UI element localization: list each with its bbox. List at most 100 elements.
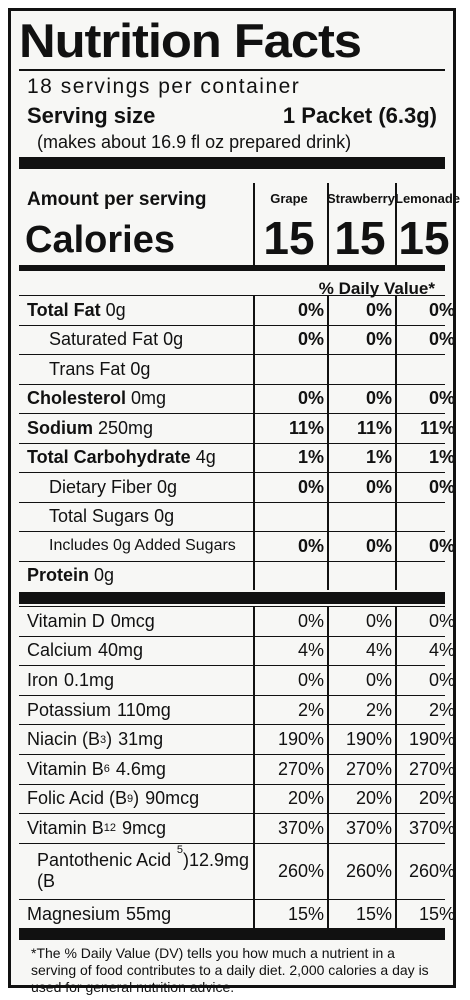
table-row: Total Sugars 0g <box>19 501 445 532</box>
daily-value-strawberry: 0% <box>365 388 392 409</box>
daily-value-grape: 11% <box>288 417 324 438</box>
nutrient-name: Vitamin B 6 4.6mg <box>27 758 166 779</box>
daily-value-strawberry: 15% <box>355 903 392 924</box>
daily-value-lemonade <box>398 355 459 384</box>
divider <box>19 69 445 71</box>
table-row: Trans Fat 0g <box>19 354 445 384</box>
daily-value-lemonade: 370% <box>408 817 455 838</box>
nutrient-label: Saturated Fat <box>49 329 159 350</box>
daily-value-grape: 0% <box>297 329 324 350</box>
daily-value-lemonade: 0% <box>428 535 455 556</box>
nutrient-name: Niacin (B 3) 31mg <box>27 729 164 750</box>
daily-value-grape: 190% <box>277 729 324 750</box>
daily-value-lemonade: 11% <box>419 417 455 438</box>
column-divider <box>327 183 329 267</box>
daily-value-strawberry <box>330 355 396 384</box>
table-row: Calcium 40mg 4% 4% 4% <box>19 635 455 666</box>
daily-value-lemonade: 20% <box>418 788 455 809</box>
nutrient-name: Total Sugars 0g <box>49 503 174 532</box>
daily-value-strawberry: 0% <box>365 329 392 350</box>
daily-value-grape: 0% <box>297 299 324 320</box>
daily-value-grape <box>256 355 328 384</box>
daily-value-strawberry: 0% <box>365 669 392 690</box>
daily-value-strawberry: 0% <box>365 476 392 497</box>
serving-size-label: Serving size <box>27 103 156 128</box>
table-row: Includes 0g Added Sugars 0% 0% 0% <box>19 531 455 561</box>
daily-value-strawberry: 1% <box>365 447 392 468</box>
nutrient-label: Cholesterol <box>27 388 127 409</box>
vitamin-label: Calcium <box>27 640 93 661</box>
column-header-lemonade: Lemonade <box>395 191 461 206</box>
column-divider <box>327 295 329 590</box>
nutrient-name: Total Fat 0g <box>27 296 126 325</box>
vitamin-amount: 0mcg <box>110 610 155 631</box>
nutrient-name: Calcium 40mg <box>27 637 249 666</box>
nutrient-amount: 0g <box>105 299 126 320</box>
vitamin-amount: 90mcg <box>145 788 200 809</box>
footnote: *The % Daily Value (DV) tells you how mu… <box>31 945 429 995</box>
table-row: Total Carbohydrate 4g 1% 1% 1% <box>19 442 455 473</box>
vitamin-amount: 12.9mg <box>188 849 249 870</box>
vitamin-label: Vitamin B <box>27 817 104 838</box>
table-row: Vitamin B 6 4.6mg 270% 270% 270% <box>19 754 455 784</box>
column-divider <box>253 183 255 267</box>
daily-value-strawberry: 260% <box>345 860 392 881</box>
nutrient-name: Includes 0g Added Sugars <box>49 532 241 561</box>
table-row: Protein 0g <box>19 560 445 591</box>
nutrient-label: Protein <box>27 565 90 586</box>
daily-value-grape: 0% <box>297 669 324 690</box>
daily-value-grape: 1% <box>297 447 324 468</box>
daily-value-grape: 15% <box>287 903 324 924</box>
vitamin-label: Vitamin D <box>27 610 105 631</box>
column-divider <box>253 606 255 929</box>
nutrient-name: Saturated Fat 0g <box>49 326 183 355</box>
vitamin-label: Iron <box>27 669 59 690</box>
daily-value-grape: 0% <box>297 610 324 631</box>
nutrient-name: Vitamin D 0mcg <box>27 607 249 636</box>
nutrient-label: Total Sugars <box>49 506 150 527</box>
nutrient-label: Includes 0g Added Sugars <box>49 537 236 555</box>
daily-value-strawberry: 0% <box>365 610 392 631</box>
vitamin-amount: 4.6mg <box>115 758 166 779</box>
daily-value-grape: 0% <box>297 476 324 497</box>
column-header-strawberry: Strawberry <box>327 191 395 206</box>
label-title: Nutrition Facts <box>19 14 362 67</box>
nutrient-name: Sodium 250mg <box>27 414 153 443</box>
table-row: Niacin (B 3) 31mg 190% 190% 190% <box>19 724 455 754</box>
daily-value-header: % Daily Value* <box>318 279 435 298</box>
daily-value-lemonade: 260% <box>408 860 455 881</box>
daily-value-lemonade: 0% <box>428 299 455 320</box>
calories-value-grape: 15 <box>263 212 315 264</box>
table-row: Saturated Fat 0g 0% 0% 0% <box>19 324 455 355</box>
nutrient-amount: 0g <box>94 565 115 586</box>
serving-size-value: 1 Packet (6.3g) <box>282 103 437 128</box>
vitamin-amount: 110mg <box>117 699 171 720</box>
vitamin-label: Magnesium <box>27 903 121 924</box>
nutrient-amount: 0mg <box>131 388 167 409</box>
vitamin-amount: 40mg <box>98 640 144 661</box>
daily-value-strawberry: 2% <box>365 699 392 720</box>
daily-value-strawberry: 4% <box>365 640 392 661</box>
vitamin-label: Pantothenic Acid (B <box>37 849 172 891</box>
nutrient-name: Protein 0g <box>27 562 114 591</box>
table-row: Total Fat 0g 0% 0% 0% <box>19 295 455 325</box>
nutrient-name: Total Carbohydrate 4g <box>27 444 216 473</box>
nutrient-amount: 0g <box>163 329 184 350</box>
daily-value-grape: 2% <box>297 699 324 720</box>
daily-value-lemonade: 4% <box>428 640 455 661</box>
serving-note: (makes about 16.9 fl oz prepared drink) <box>37 132 352 152</box>
vitamin-suffix: ) <box>182 849 189 870</box>
daily-value-lemonade: 0% <box>428 388 455 409</box>
nutrition-facts-panel: Nutrition Facts 18 servings per containe… <box>8 8 461 995</box>
daily-value-strawberry: 0% <box>365 299 392 320</box>
daily-value-lemonade <box>398 503 459 532</box>
column-divider <box>395 606 397 929</box>
thick-divider <box>19 157 445 169</box>
vitamin-suffix: ) <box>133 788 140 809</box>
vitamin-label: Folic Acid (B <box>27 788 128 809</box>
vitamin-amount: 55mg <box>126 903 172 924</box>
nutrient-label: Total Fat <box>27 299 101 320</box>
nutrient-name: Potassium 110mg <box>27 696 249 725</box>
vitamin-label: Vitamin B <box>27 758 104 779</box>
nutrient-amount: 4g <box>195 447 216 468</box>
